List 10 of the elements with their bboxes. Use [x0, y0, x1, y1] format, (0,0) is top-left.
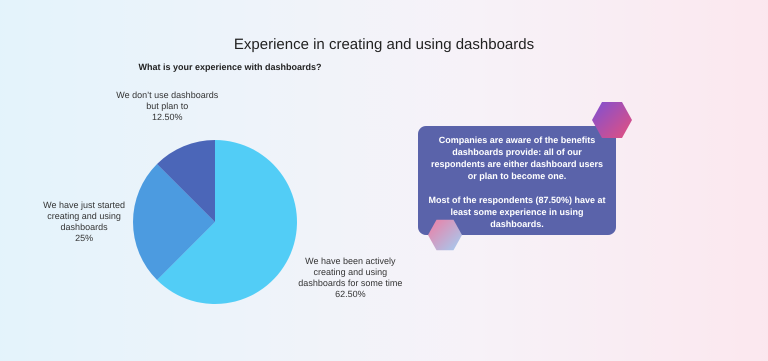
slice-label: We have been actively creating and using dashboards for some time — [298, 256, 402, 288]
slice-label: We don’t use dashboards but plan to — [116, 90, 219, 112]
data-label: 62.50% — [335, 289, 366, 300]
data-label: 12.50% — [152, 112, 183, 122]
chart-subtitle: What is your experience with dashboards? — [137, 62, 323, 72]
slice-label: We have just started creating and using dashboards — [43, 200, 125, 232]
text: Companies are aware of the benefits dashboards provide: all of our respondents are either dashboard users or plan to become one. — [430, 134, 604, 182]
chart-title: Experience in creating and using dashboards — [232, 36, 536, 53]
data-label: 25% — [75, 232, 94, 243]
text: Most of the respondents (87.50%) have at least some experience in using dashboards. — [428, 194, 606, 230]
